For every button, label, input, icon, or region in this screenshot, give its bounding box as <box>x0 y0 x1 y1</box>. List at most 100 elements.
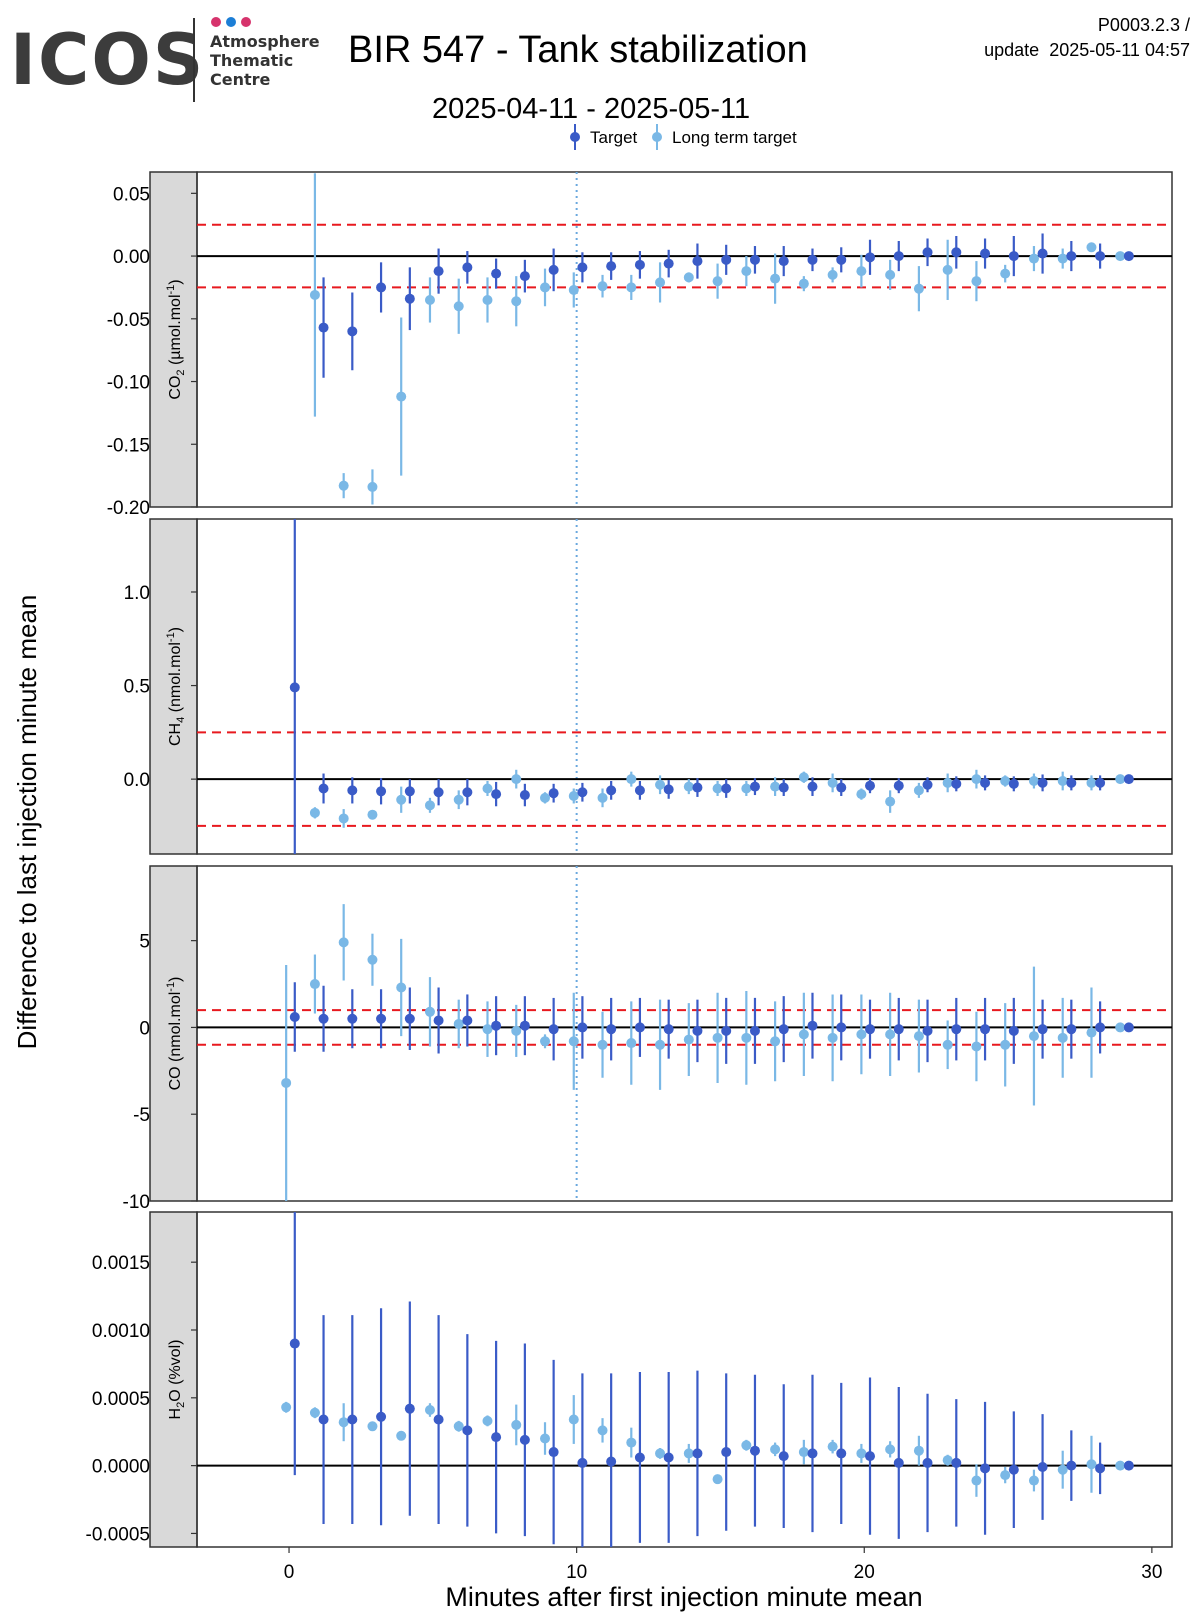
panel-strip <box>149 518 198 855</box>
data-point <box>827 1032 838 1043</box>
data-point <box>626 1038 637 1049</box>
data-point <box>712 783 723 794</box>
data-point <box>606 785 617 796</box>
data-point <box>318 1414 329 1425</box>
data-point <box>778 782 789 793</box>
data-point <box>749 1025 760 1036</box>
data-point <box>519 271 530 282</box>
data-point <box>606 1456 617 1467</box>
logo-sub-3: Centre <box>210 70 271 89</box>
series-target <box>289 1212 1134 1547</box>
y-tick-label: -0.20 <box>107 498 150 519</box>
data-point <box>433 787 444 798</box>
data-point <box>942 264 953 275</box>
data-point <box>424 1405 435 1416</box>
data-point <box>1115 1460 1126 1471</box>
update-time: 2025-05-11 04:57 <box>1049 40 1190 60</box>
x-axis-title: Minutes after first injection minute mea… <box>445 1582 922 1612</box>
data-point <box>511 1025 522 1036</box>
data-point <box>626 1437 637 1448</box>
data-point <box>1086 1459 1097 1470</box>
data-point <box>540 282 551 293</box>
data-point <box>692 1025 703 1036</box>
data-point <box>606 261 617 272</box>
data-point <box>942 777 953 788</box>
data-point <box>922 1457 933 1468</box>
data-point <box>741 783 752 794</box>
panels: CO2 (µmol.mol-1)0.050.00-0.05-0.10-0.15-… <box>86 171 1173 1583</box>
data-point <box>807 1020 818 1031</box>
logo-dot <box>226 17 236 27</box>
data-point <box>741 266 752 277</box>
panel-strip-label: CH4 (nmol.mol-1) <box>165 627 187 746</box>
data-point <box>1057 1464 1068 1475</box>
data-point <box>519 1020 530 1031</box>
data-point <box>807 1448 818 1459</box>
data-point <box>491 1432 502 1443</box>
series-target <box>289 519 1134 854</box>
data-point <box>367 954 378 965</box>
data-point <box>462 787 473 798</box>
data-point <box>1037 1024 1048 1035</box>
data-point <box>1115 774 1126 785</box>
data-point <box>692 1448 703 1459</box>
panel-2: CH4 (nmol.mol-1) 1.0 0.5 0.0 <box>124 518 1173 855</box>
data-point <box>683 1448 694 1459</box>
data-point <box>281 1402 292 1413</box>
data-point <box>913 1031 924 1042</box>
data-point <box>692 782 703 793</box>
data-point <box>453 794 464 805</box>
data-point <box>749 254 760 265</box>
data-point <box>491 268 502 279</box>
x-tick-label: 30 <box>1141 1562 1162 1583</box>
data-point <box>980 1463 991 1474</box>
data-point <box>338 1417 349 1428</box>
legend-long-term-marker <box>652 132 662 142</box>
data-point <box>396 391 407 402</box>
data-point <box>1123 1022 1134 1033</box>
icos-logo: ICOS Atmosphere Thematic Centre <box>10 17 320 102</box>
data-point <box>770 781 781 792</box>
data-point <box>482 783 493 794</box>
panel-strip-label: CO2 (µmol.mol-1) <box>165 279 187 399</box>
data-point <box>597 792 608 803</box>
data-point <box>540 1433 551 1444</box>
data-point <box>453 301 464 312</box>
data-point <box>347 1414 358 1425</box>
data-point <box>980 248 991 259</box>
series-long-term-target <box>281 1395 1126 1497</box>
data-point <box>338 937 349 948</box>
data-point <box>741 1440 752 1451</box>
data-point <box>913 1445 924 1456</box>
product-code: P0003.2.3 / <box>1098 15 1190 35</box>
y-tick-label: 0 <box>139 1018 150 1039</box>
data-point <box>770 273 781 284</box>
series-long-term-target <box>281 904 1126 1201</box>
data-point <box>1028 1031 1039 1042</box>
data-point <box>1037 777 1048 788</box>
data-point <box>770 1036 781 1047</box>
y-tick-label: -0.15 <box>107 435 150 456</box>
data-point <box>519 1434 530 1445</box>
data-point <box>1086 242 1097 253</box>
data-point <box>289 682 300 693</box>
data-point <box>885 269 896 280</box>
data-point <box>519 790 530 801</box>
data-point <box>634 785 645 796</box>
y-tick-label: 0.0015 <box>92 1253 150 1274</box>
data-point <box>893 251 904 262</box>
data-point <box>827 269 838 280</box>
data-point <box>893 1024 904 1035</box>
data-point <box>1066 777 1077 788</box>
data-point <box>692 256 703 267</box>
series-long-term-target <box>309 173 1126 505</box>
data-point <box>289 1338 300 1349</box>
data-point <box>347 326 358 337</box>
data-point <box>856 789 867 800</box>
data-point <box>318 783 329 794</box>
panel-strip <box>149 865 198 1202</box>
panel-1: CO2 (µmol.mol-1) 0.05 0.00 -0.05 -0.10 -0.15 -… <box>107 171 1173 519</box>
data-point <box>376 1411 387 1422</box>
data-point <box>778 1024 789 1035</box>
data-point <box>951 1457 962 1468</box>
